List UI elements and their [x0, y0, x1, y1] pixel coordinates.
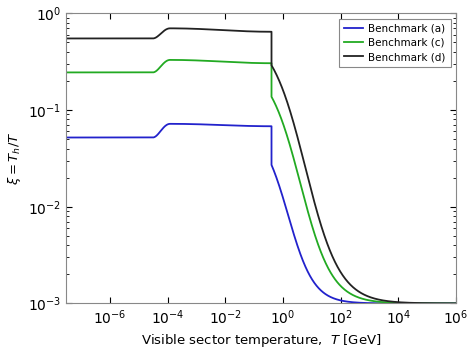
- Benchmark (c): [372, 299, 377, 304]
- Benchmark (a): [425, 301, 430, 306]
- Benchmark (a): [167, 122, 173, 126]
- Benchmark (c): [102, 70, 108, 75]
- Benchmark (a): [175, 122, 181, 126]
- Line: Benchmark (a): Benchmark (a): [66, 124, 456, 304]
- Benchmark (a): [331, 296, 337, 301]
- Benchmark (a): [102, 135, 108, 140]
- Benchmark (c): [398, 301, 404, 305]
- Legend: Benchmark (a), Benchmark (c), Benchmark (d): Benchmark (a), Benchmark (c), Benchmark …: [339, 18, 451, 67]
- Benchmark (d): [453, 301, 459, 306]
- Benchmark (d): [175, 26, 181, 31]
- Line: Benchmark (d): Benchmark (d): [66, 28, 456, 304]
- Benchmark (c): [167, 58, 173, 62]
- Benchmark (d): [64, 36, 69, 40]
- Benchmark (a): [64, 135, 69, 140]
- Benchmark (a): [453, 301, 459, 306]
- X-axis label: Visible sector temperature,  $T$ [GeV]: Visible sector temperature, $T$ [GeV]: [141, 332, 381, 349]
- Benchmark (d): [425, 301, 430, 305]
- Benchmark (c): [64, 70, 69, 75]
- Benchmark (d): [372, 296, 377, 301]
- Benchmark (d): [167, 26, 173, 31]
- Benchmark (c): [453, 301, 459, 306]
- Benchmark (a): [398, 301, 404, 306]
- Benchmark (c): [175, 58, 181, 62]
- Benchmark (d): [398, 300, 404, 305]
- Line: Benchmark (c): Benchmark (c): [66, 60, 456, 304]
- Benchmark (d): [331, 258, 337, 263]
- Benchmark (d): [102, 36, 108, 40]
- Benchmark (c): [331, 276, 337, 280]
- Benchmark (c): [425, 301, 430, 306]
- Benchmark (a): [372, 301, 377, 305]
- Y-axis label: $\xi = T_h/T$: $\xi = T_h/T$: [6, 132, 23, 185]
